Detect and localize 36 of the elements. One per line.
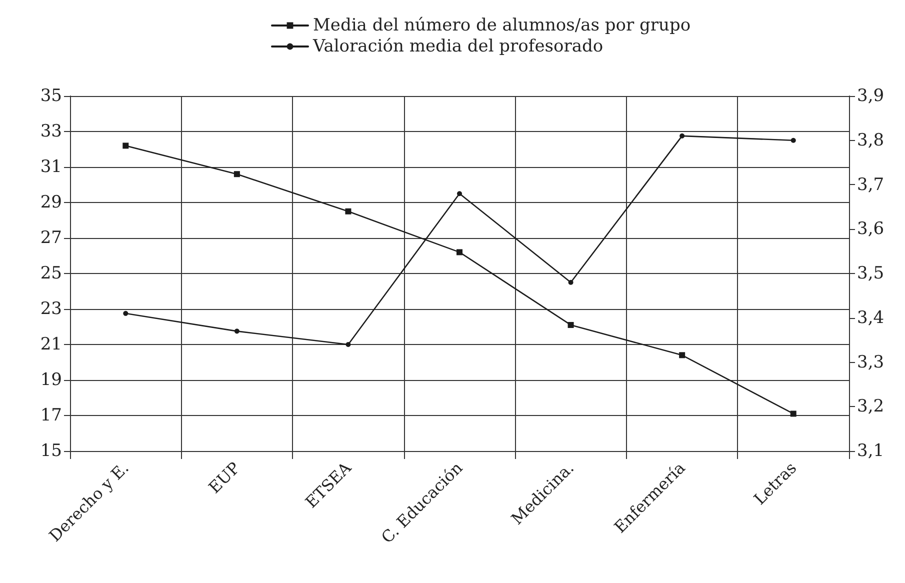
point (456, 249, 462, 256)
y-tick-label: 29 (40, 192, 62, 212)
point (790, 138, 796, 143)
y-tick-label: 19 (40, 370, 62, 390)
legend-label: Media del número de alumnos/as por grupo (313, 16, 691, 36)
y-tick-label: 21 (40, 334, 62, 354)
y2-tick-label: 3,9 (857, 86, 884, 106)
point (346, 342, 351, 347)
y-tick-label: 17 (40, 406, 62, 426)
point (122, 142, 129, 149)
point (568, 280, 574, 285)
point (680, 133, 685, 138)
point (457, 191, 462, 196)
y2-tick-label: 3,1 (857, 441, 884, 461)
y-tick-label: 33 (40, 122, 62, 142)
point (345, 208, 352, 214)
point (790, 410, 796, 417)
y-tick-label: 27 (40, 228, 62, 248)
y-tick-label: 35 (40, 86, 62, 106)
point (123, 310, 128, 316)
y2-tick-label: 3,7 (857, 174, 884, 195)
point (679, 352, 686, 358)
point (234, 171, 240, 178)
legend-label: Valoración media del profesorado (312, 36, 604, 56)
y2-tick-label: 3,5 (857, 264, 884, 284)
y2-tick-label: 3,4 (857, 308, 884, 328)
y-tick-label: 25 (40, 264, 62, 284)
point (234, 328, 240, 334)
point (568, 322, 574, 328)
y2-tick-label: 3,2 (857, 396, 884, 417)
y2-tick-label: 3,8 (857, 130, 884, 150)
y2-tick-label: 3,3 (857, 352, 884, 372)
y2-tick-label: 3,6 (857, 219, 884, 240)
y-tick-label: 31 (40, 157, 62, 177)
y-tick-label: 23 (40, 299, 62, 319)
y-tick-label: 15 (40, 441, 62, 461)
